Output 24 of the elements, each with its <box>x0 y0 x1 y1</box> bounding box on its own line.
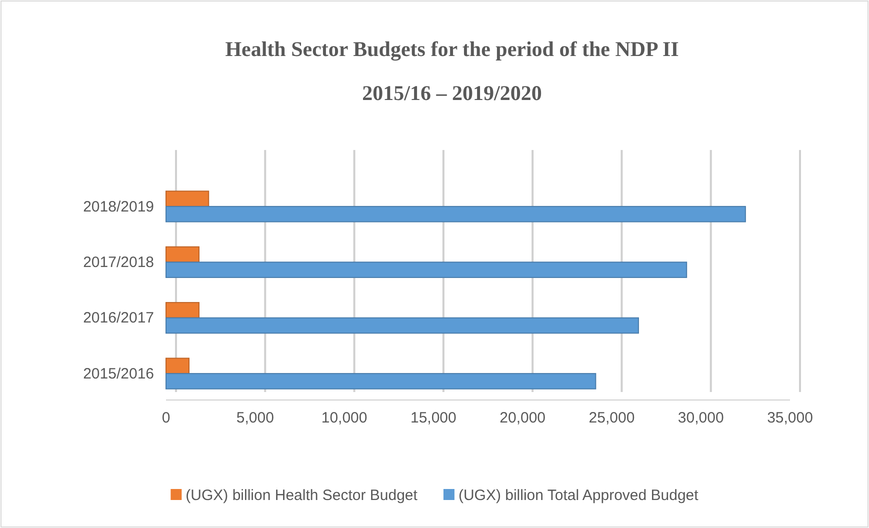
y-tick-label: 2018/2019 <box>83 198 154 216</box>
bar <box>166 246 200 263</box>
x-tick-label: 5,000 <box>236 410 274 427</box>
x-tick-label: 0 <box>162 410 170 427</box>
bar <box>166 358 190 374</box>
bar <box>166 317 639 334</box>
y-tick-label: 2017/2018 <box>83 254 154 271</box>
x-tick-label: 30,000 <box>678 410 724 427</box>
x-tick-label: 10,000 <box>321 410 368 427</box>
legend-label: (UGX) billion Health Sector Budget <box>186 487 418 504</box>
x-tick-label: 20,000 <box>500 410 546 427</box>
chart-title: Health Sector Budgets for the period of the NDP II <box>225 37 679 61</box>
x-tick-label: 15,000 <box>410 410 456 427</box>
y-tick-label: 2016/2017 <box>83 310 154 327</box>
bar <box>166 302 200 318</box>
bar <box>166 190 210 207</box>
chart-subtitle: 2015/16 – 2019/2020 <box>362 81 542 105</box>
y-tick-label: 2015/2016 <box>83 365 154 382</box>
x-tick-label: 35,000 <box>767 410 813 427</box>
legend-label: (UGX) billion Total Approved Budget <box>458 487 700 504</box>
bar <box>166 373 596 390</box>
x-tick-label: 25,000 <box>588 410 635 427</box>
bar <box>166 262 688 278</box>
bar <box>166 206 746 222</box>
